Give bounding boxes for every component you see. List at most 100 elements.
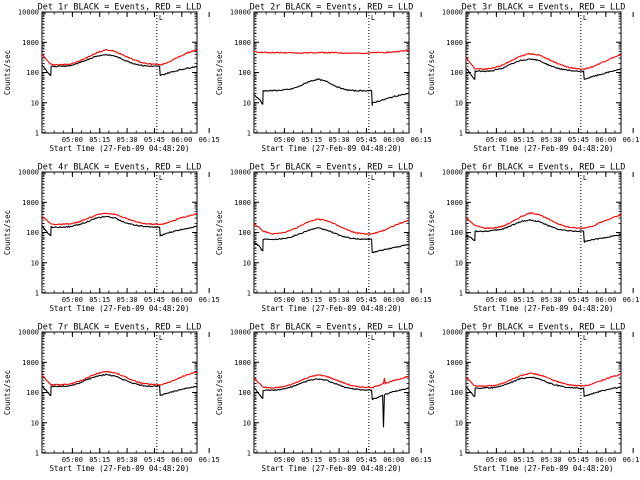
y-tick-label: 10000 [18, 169, 39, 177]
x-tick-label: 05:45 [356, 136, 377, 144]
lld-rate-line [41, 212, 198, 226]
x-tick-label: 06:15 [623, 136, 640, 144]
y-tick-label: 10 [455, 419, 463, 427]
lld-rate-line [41, 48, 198, 66]
y-tick-label: 100 [450, 69, 463, 77]
x-tick-label: 06:15 [199, 136, 220, 144]
event-rate-line [254, 78, 410, 106]
y-tick-label: 100 [238, 389, 251, 397]
y-axis-label: Counts/sec [3, 370, 12, 415]
x-tick-label: 05:15 [513, 296, 534, 304]
y-tick-label: 1000 [22, 359, 39, 367]
detector-panel-1: Det 1r BLACK = Events, RED = LLD 1 10 100 10… [3, 3, 220, 154]
x-tick-label: 05:15 [301, 456, 322, 464]
y-tick-label: 10000 [230, 329, 251, 337]
x-tick-label: 05:30 [541, 136, 562, 144]
chart-title: Det 9r BLACK = Events, RED = LLD [462, 323, 626, 333]
y-tick-label: 1000 [446, 199, 463, 207]
x-tick-label: 05:45 [144, 136, 165, 144]
x-tick-label: 06:15 [411, 136, 432, 144]
x-tick-label: 05:00 [274, 136, 295, 144]
x-tick-label: 05:00 [486, 136, 507, 144]
y-tick-label: 1 [35, 290, 39, 298]
y-tick-label: 100 [238, 229, 251, 237]
detector-panel-6: Det 6r BLACK = Events, RED = LLD 1 10 100 10… [427, 163, 640, 314]
chart-title: Det 7r BLACK = Events, RED = LLD [38, 323, 202, 333]
x-tick-label: 05:15 [89, 296, 110, 304]
x-axis-label: Start Time (27-Feb-09 04:48:20) [262, 464, 402, 473]
x-tick-label: 06:00 [595, 296, 616, 304]
y-tick-label: 10000 [442, 329, 463, 337]
lld-rate-line [465, 211, 622, 230]
interval-marker-label: L [371, 174, 375, 182]
interval-marker-label: L [371, 14, 375, 22]
x-tick-label: 05:30 [541, 296, 562, 304]
x-tick-label: 06:00 [383, 136, 404, 144]
x-axis-label: Start Time (27-Feb-09 04:48:20) [50, 304, 190, 313]
event-rate-line [465, 218, 622, 244]
event-rate-line [465, 376, 622, 398]
x-axis-label: Start Time (27-Feb-09 04:48:20) [474, 304, 614, 313]
y-tick-label: 10 [243, 99, 251, 107]
chart-title: Det 6r BLACK = Events, RED = LLD [462, 163, 626, 173]
x-tick-label: 06:15 [411, 296, 432, 304]
lld-rate-line [41, 370, 198, 386]
interval-marker-label: L [371, 334, 375, 342]
y-tick-label: 1000 [22, 39, 39, 47]
event-rate-line [465, 58, 622, 80]
y-tick-label: 1 [247, 290, 251, 298]
x-tick-label: 05:45 [356, 296, 377, 304]
y-tick-label: 1000 [234, 359, 251, 367]
x-tick-label: 05:30 [117, 296, 138, 304]
y-tick-label: 100 [26, 389, 39, 397]
x-tick-label: 05:15 [89, 136, 110, 144]
x-tick-label: 06:00 [383, 296, 404, 304]
event-rate-line [253, 227, 410, 254]
x-axis-label: Start Time (27-Feb-09 04:48:20) [474, 144, 614, 153]
x-tick-label: 05:30 [117, 136, 138, 144]
y-tick-label: 10000 [230, 9, 251, 17]
x-tick-label: 05:00 [274, 456, 295, 464]
x-tick-label: 05:00 [62, 296, 83, 304]
x-tick-label: 06:00 [171, 456, 192, 464]
x-tick-label: 05:00 [274, 296, 295, 304]
x-axis-label: Start Time (27-Feb-09 04:48:20) [50, 144, 190, 153]
y-tick-label: 10000 [442, 169, 463, 177]
y-tick-label: 10 [243, 259, 251, 267]
y-tick-label: 1000 [22, 199, 39, 207]
y-tick-label: 10000 [442, 9, 463, 17]
y-axis-label: Counts/sec [427, 370, 436, 415]
x-tick-label: 05:30 [117, 456, 138, 464]
y-axis-label: Counts/sec [427, 50, 436, 95]
y-tick-label: 1 [35, 130, 39, 138]
y-tick-label: 1 [459, 450, 463, 458]
detector-panel-7: Det 7r BLACK = Events, RED = LLD 1 10 100 10… [3, 323, 220, 474]
x-tick-label: 06:15 [411, 456, 432, 464]
interval-marker-label: L [159, 14, 163, 22]
chart-title: Det 2r BLACK = Events, RED = LLD [250, 3, 414, 13]
y-tick-label: 100 [450, 389, 463, 397]
x-tick-label: 05:30 [329, 456, 350, 464]
detector-panel-2: Det 2r BLACK = Events, RED = LLD 1 10 100 10… [215, 3, 432, 154]
y-axis-label: Counts/sec [427, 210, 436, 255]
chart-title: Det 3r BLACK = Events, RED = LLD [462, 3, 626, 13]
y-axis-label: Counts/sec [215, 210, 224, 255]
x-tick-label: 05:00 [62, 136, 83, 144]
y-tick-label: 100 [26, 69, 39, 77]
detector-panel-5: Det 5r BLACK = Events, RED = LLD 1 10 100 10… [215, 163, 432, 314]
plot-frame [253, 11, 410, 134]
x-tick-label: 05:30 [541, 456, 562, 464]
x-tick-label: 05:30 [329, 136, 350, 144]
x-tick-label: 05:45 [568, 456, 589, 464]
lld-rate-line [253, 218, 410, 235]
lld-rate-line [253, 374, 410, 389]
detector-panel-8: Det 8r BLACK = Events, RED = LLD 1 10 100 10… [215, 323, 432, 474]
y-tick-label: 10000 [18, 9, 39, 17]
event-rate-line [41, 373, 198, 397]
plot-frame [41, 331, 198, 454]
y-tick-label: 10 [31, 419, 39, 427]
y-tick-label: 10 [31, 99, 39, 107]
chart-title: Det 5r BLACK = Events, RED = LLD [250, 163, 414, 173]
x-tick-label: 06:00 [595, 456, 616, 464]
